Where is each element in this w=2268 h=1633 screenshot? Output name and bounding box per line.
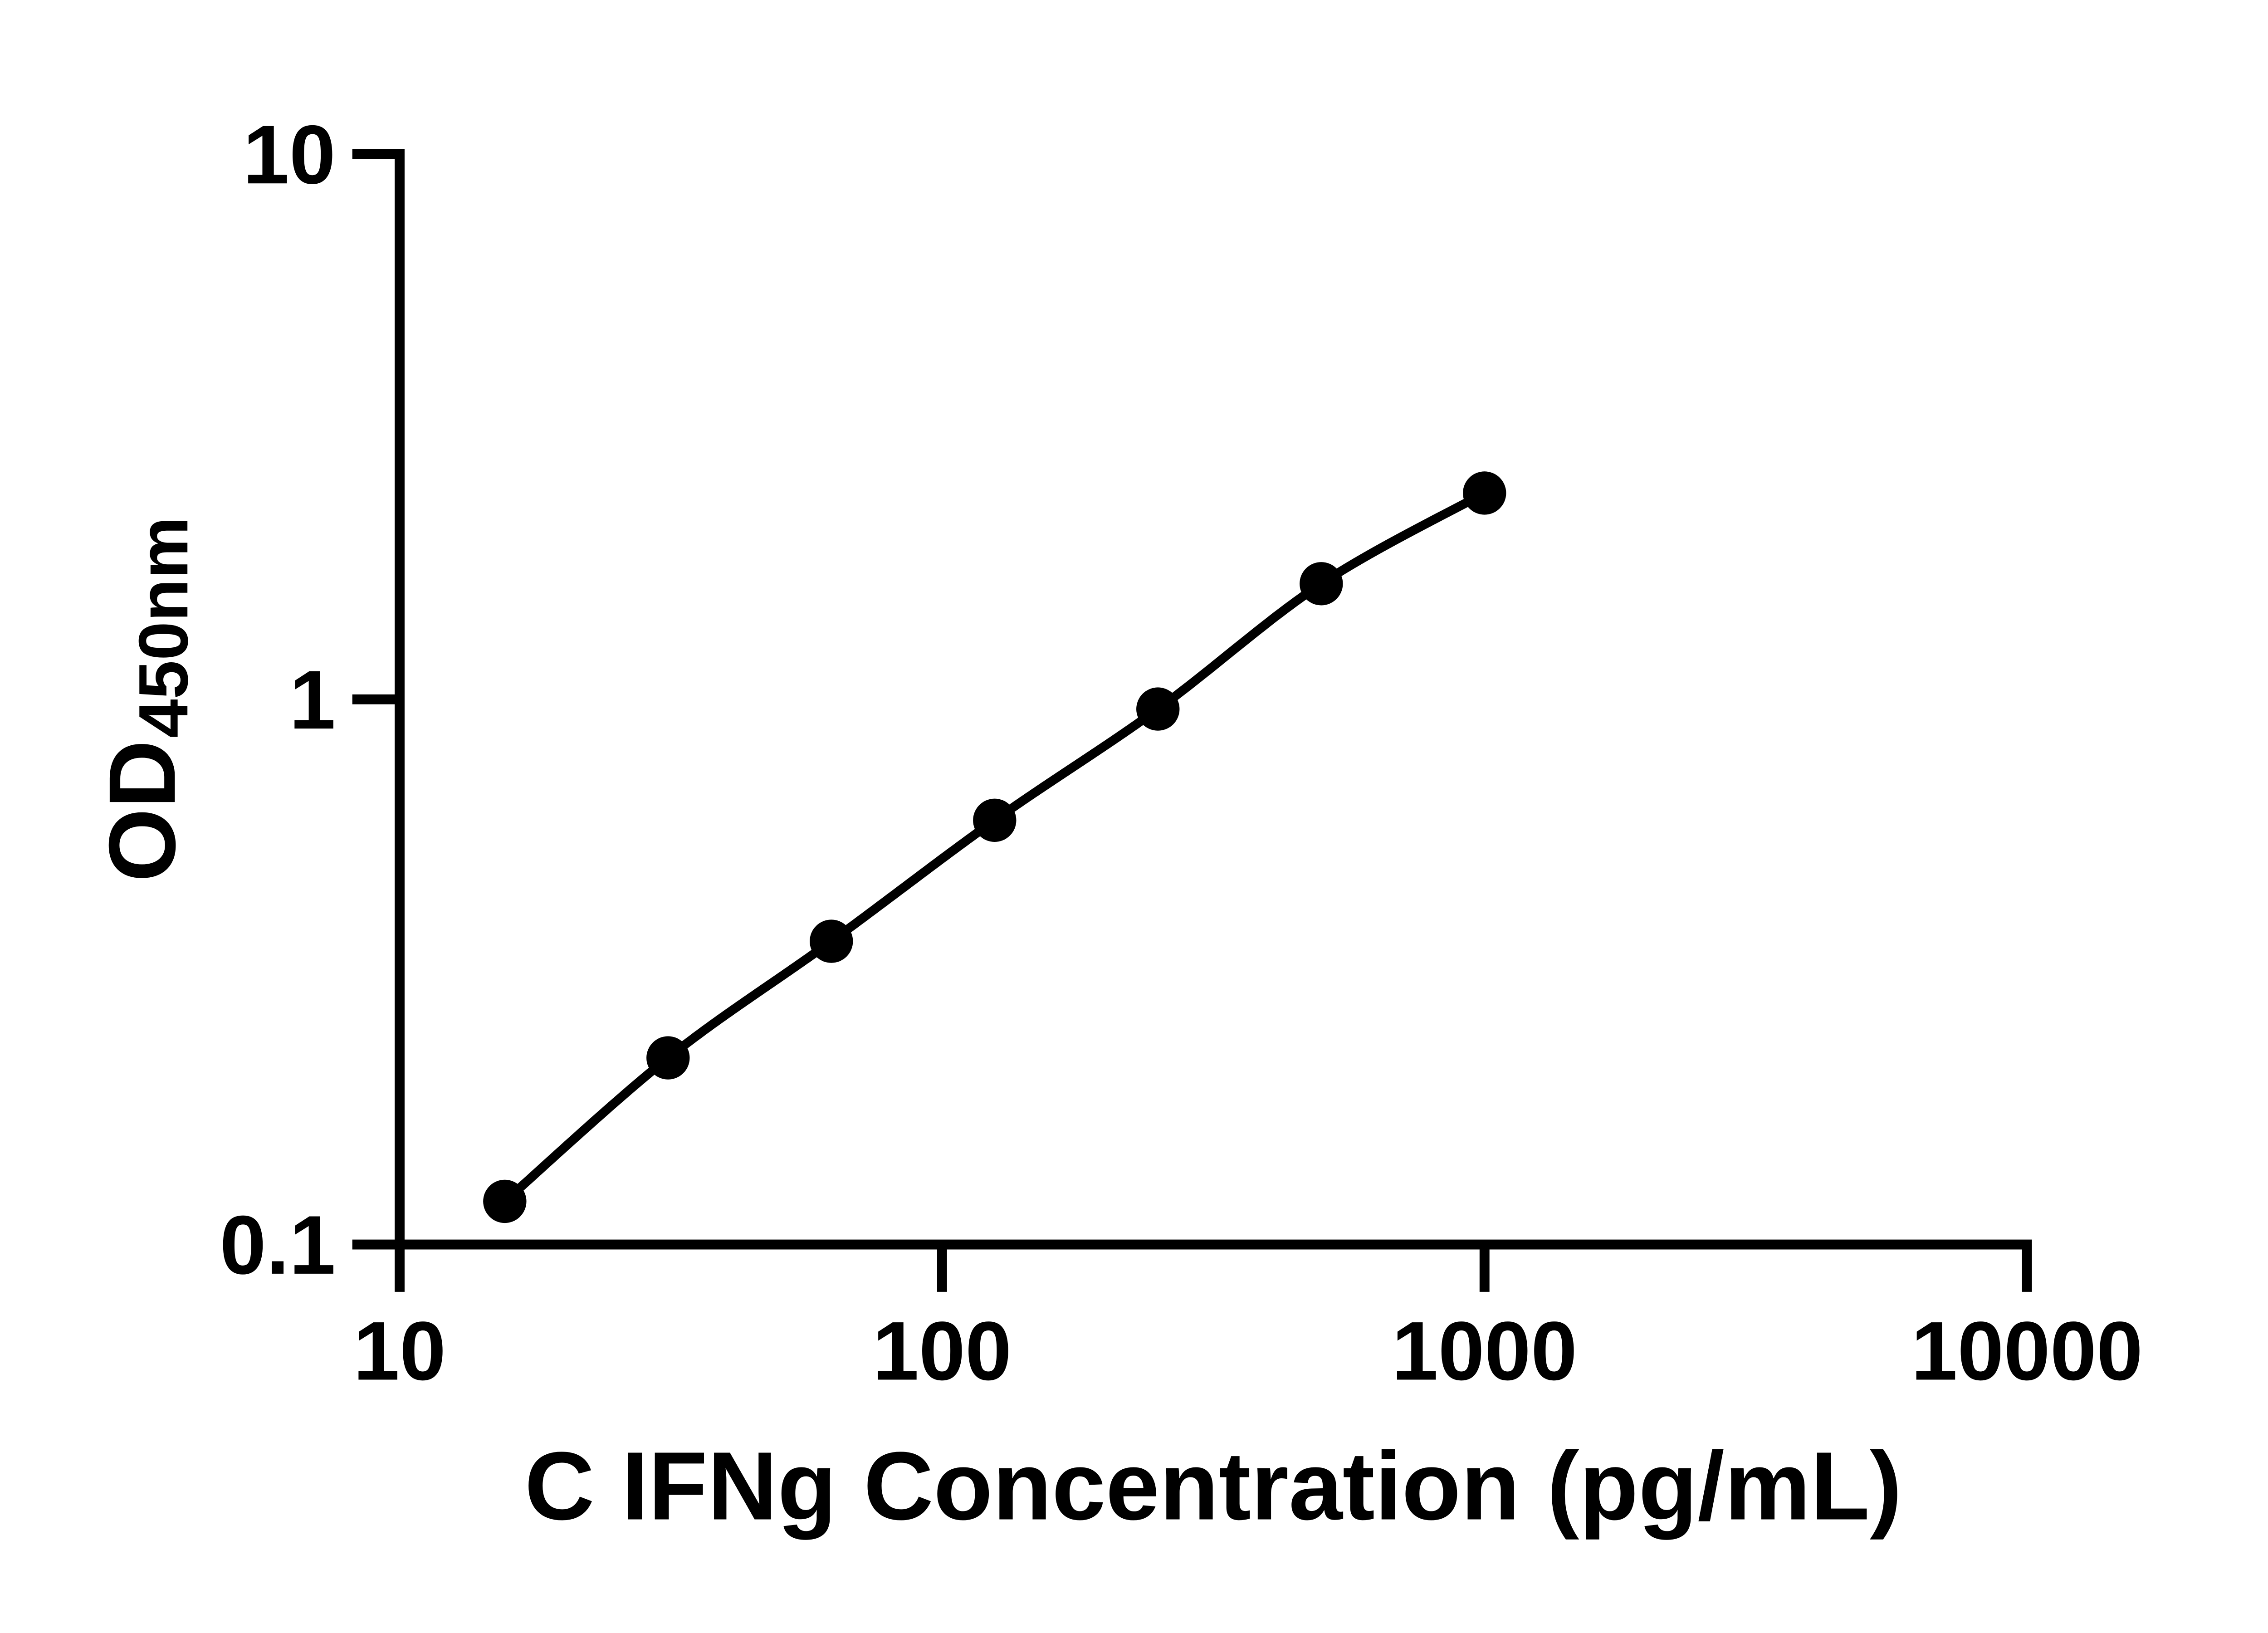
- data-point-250pg: [1136, 687, 1180, 731]
- x-tick-label-10000: 10000: [1911, 1305, 2143, 1398]
- data-point-125pg: [973, 798, 1017, 842]
- y-tick-label-0.1: 0.1: [220, 1198, 336, 1291]
- data-point-15.625pg: [483, 1179, 527, 1223]
- y-axis-title: OD 450nm: [89, 517, 202, 882]
- axis-ticks: [352, 149, 2032, 1292]
- data-point-500pg: [1300, 562, 1343, 606]
- data-points: [483, 471, 1506, 1223]
- y-tick-label-10: 10: [243, 108, 336, 201]
- x-tick-label-100: 100: [873, 1305, 1012, 1398]
- data-point-62.5pg: [810, 919, 853, 963]
- data-point-31.25pg: [646, 1036, 690, 1080]
- y-tick-label-1: 1: [289, 653, 336, 746]
- y-axis-title-main: OD: [89, 740, 195, 882]
- data-point-1000pg: [1463, 471, 1506, 515]
- y-axis-title-subscript: 450nm: [124, 517, 202, 738]
- curve-line: [502, 489, 1487, 1205]
- x-tick-label-1000: 1000: [1392, 1305, 1577, 1398]
- x-tick-label-10: 10: [353, 1305, 446, 1398]
- x-axis-title: C IFNg Concentration (pg/mL): [525, 1432, 1902, 1540]
